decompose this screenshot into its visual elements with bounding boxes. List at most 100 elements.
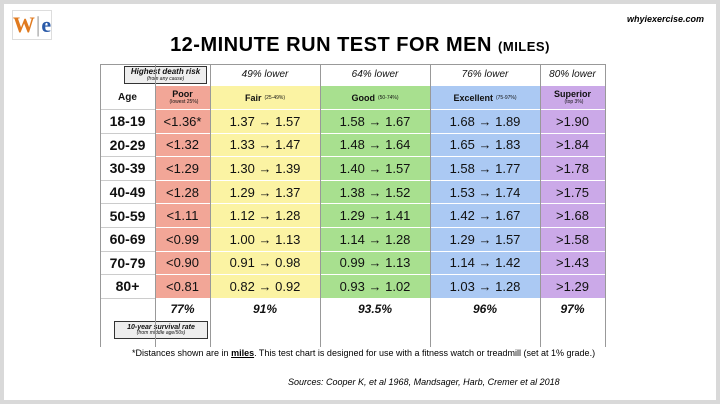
- value-cell: <1.32: [155, 133, 210, 158]
- column-divider: [430, 64, 431, 347]
- value-cell: >1.43: [540, 251, 605, 276]
- value-cell: <0.81: [155, 275, 210, 299]
- footnote-text: *Distances shown are in: [132, 348, 232, 358]
- category-header: Fair (25-49%): [210, 86, 320, 110]
- title: 12-MINUTE RUN TEST FOR MEN (MILES): [4, 34, 716, 57]
- category-name: Excellent: [453, 92, 493, 103]
- site: whyiexercise.com: [626, 14, 704, 24]
- survival-value: 77%: [170, 301, 195, 316]
- age-cell: 60-69: [100, 228, 155, 252]
- value-cell: >1.58: [540, 228, 605, 252]
- survival-value: 97%: [560, 301, 585, 316]
- age-cell: 50-59: [100, 204, 155, 228]
- category-name: Good: [351, 92, 375, 103]
- value-cell: 1.68 → 1.89: [430, 110, 540, 134]
- category-range: (top 3%): [564, 98, 584, 105]
- age-cell: 18-19: [100, 110, 155, 134]
- logo-right: e: [41, 12, 52, 37]
- column-divider: [155, 64, 156, 347]
- age-cell: 40-49: [100, 180, 155, 205]
- value-cell: <1.11: [155, 204, 210, 228]
- logo-left: W: [12, 12, 35, 37]
- age-cell: 20-29: [100, 133, 155, 158]
- value-cell: <1.36*: [155, 110, 210, 134]
- category-header: Poor (lowest 25%): [155, 86, 210, 110]
- value-cell: >1.29: [540, 275, 605, 299]
- risk-sublabel: (from any cause): [146, 75, 185, 82]
- value-cell: 1.58 → 1.77: [430, 157, 540, 181]
- survival-label: 10-year survival rate: [127, 323, 195, 331]
- value-cell: 1.58 → 1.67: [320, 110, 430, 134]
- value-cell: 1.29 → 1.37: [210, 180, 320, 205]
- survival-value: 93.5%: [357, 301, 393, 316]
- value-cell: 1.29 → 1.57: [430, 228, 540, 252]
- risk-label: Highest death risk: [130, 67, 201, 77]
- category-range: (25-49%): [264, 94, 286, 101]
- category-header: Good (50-74%): [320, 86, 430, 110]
- age-cell: 30-39: [100, 157, 155, 181]
- column-divider: [320, 64, 321, 347]
- value-cell: 1.37 → 1.57: [210, 110, 320, 134]
- category-header: Excellent (75-97%): [430, 86, 540, 110]
- category-range: (lowest 25%): [169, 98, 199, 105]
- value-cell: 0.99 → 1.13: [320, 251, 430, 276]
- risk-reduction: 76% lower: [430, 64, 540, 86]
- value-cell: 1.40 → 1.57: [320, 157, 430, 181]
- survival-label-box: 10-year survival rate (from middle age/50…: [114, 320, 208, 339]
- footnote-text: . This test chart is designed for use wi…: [254, 348, 596, 358]
- risk-reduction: 80% lower: [540, 64, 605, 86]
- category-name: Superior: [553, 89, 591, 100]
- sources: Sources: Cooper K, et al 1968, Mandsager…: [288, 377, 560, 387]
- logo: W | e: [12, 10, 52, 40]
- survival-value: 91%: [252, 301, 278, 316]
- value-cell: 1.14 → 1.28: [320, 228, 430, 252]
- value-cell: <0.99: [155, 228, 210, 252]
- risk-reduction: 64% lower: [320, 64, 430, 86]
- risk-label-box: Highest death risk (from any cause): [124, 66, 207, 84]
- title-text: 12-MINUTE RUN TEST FOR MEN: [170, 34, 492, 56]
- footnote: *Distances shown are in miles. This test…: [132, 347, 612, 359]
- value-cell: 1.29 → 1.41: [320, 204, 430, 228]
- category-range: (50-74%): [377, 94, 399, 101]
- column-divider: [540, 64, 541, 347]
- value-cell: 1.33 → 1.47: [210, 133, 320, 158]
- value-cell: 0.93 → 1.02: [320, 275, 430, 299]
- value-cell: >1.68: [540, 204, 605, 228]
- value-cell: >1.90: [540, 110, 605, 134]
- value-cell: 1.14 → 1.42: [430, 251, 540, 276]
- column-divider: [210, 64, 211, 347]
- value-cell: 0.91 → 0.98: [210, 251, 320, 276]
- top-rule: [100, 64, 605, 65]
- age-header: Age: [100, 86, 155, 110]
- value-cell: 1.42 → 1.67: [430, 204, 540, 228]
- value-cell: >1.84: [540, 133, 605, 158]
- value-cell: 1.00 → 1.13: [210, 228, 320, 252]
- value-cell: 1.48 → 1.64: [320, 133, 430, 158]
- value-cell: >1.75: [540, 180, 605, 205]
- value-cell: <0.90: [155, 251, 210, 276]
- category-name: Poor: [172, 89, 193, 100]
- value-cell: 1.53 → 1.74: [430, 180, 540, 205]
- value-cell: 1.65 → 1.83: [430, 133, 540, 158]
- risk-reduction: 49% lower: [210, 64, 320, 86]
- value-cell: 1.30 → 1.39: [210, 157, 320, 181]
- category-name: Fair: [244, 92, 262, 103]
- age-cell: 70-79: [100, 251, 155, 276]
- category-range: (75-97%): [495, 94, 517, 101]
- value-cell: <1.28: [155, 180, 210, 205]
- card: W | e whyiexercise.com 12-MINUTE RUN TEST …: [4, 4, 716, 400]
- value-cell: >1.78: [540, 157, 605, 181]
- column-divider: [605, 64, 606, 347]
- category-header: Superior (top 3%): [540, 86, 605, 110]
- value-cell: 1.38 → 1.52: [320, 180, 430, 205]
- column-divider: [100, 64, 101, 347]
- value-cell: <1.29: [155, 157, 210, 181]
- survival-value: 96%: [472, 301, 498, 316]
- title-unit: (MILES): [498, 39, 550, 54]
- footnote-emphasis: miles: [231, 348, 255, 358]
- value-cell: 0.82 → 0.92: [210, 275, 320, 299]
- survival-sublabel: (from middle age/50s): [136, 329, 186, 336]
- age-cell: 80+: [100, 275, 155, 299]
- value-cell: 1.03 → 1.28: [430, 275, 540, 299]
